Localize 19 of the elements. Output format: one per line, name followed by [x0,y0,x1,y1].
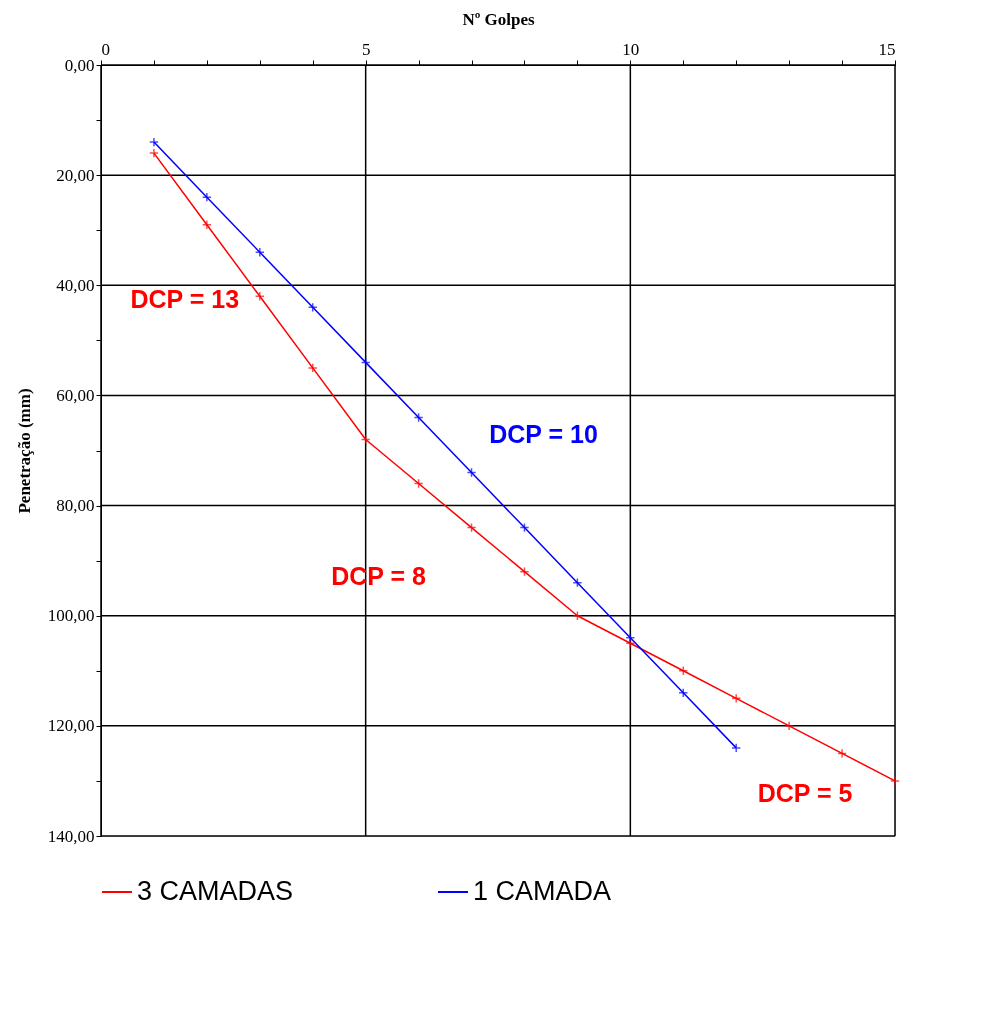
y-tick-label: 100,00 [47,606,95,626]
x-axis-title: Nº Golpes [462,9,535,29]
y-tick-label: 80,00 [56,496,95,516]
legend-label: 3 CAMADAS [137,876,294,906]
y-tick-label: 20,00 [56,165,95,185]
legend-label: 1 CAMADA [473,876,612,906]
annotation: DCP = 10 [489,419,598,448]
x-tick-label: 0 [101,39,110,59]
y-axis-title: Penetração (mm) [14,388,34,514]
annotation: DCP = 5 [757,778,853,807]
y-tick-label: 0,00 [64,55,95,75]
y-tick-label: 60,00 [56,385,95,405]
y-tick-label: 40,00 [56,275,95,295]
y-tick-label: 140,00 [47,826,95,846]
x-tick-label: 15 [878,39,896,59]
y-tick-label: 120,00 [47,716,95,736]
annotation: DCP = 13 [130,285,240,314]
x-tick-label: 5 [361,39,371,59]
x-tick-label: 10 [622,39,640,59]
